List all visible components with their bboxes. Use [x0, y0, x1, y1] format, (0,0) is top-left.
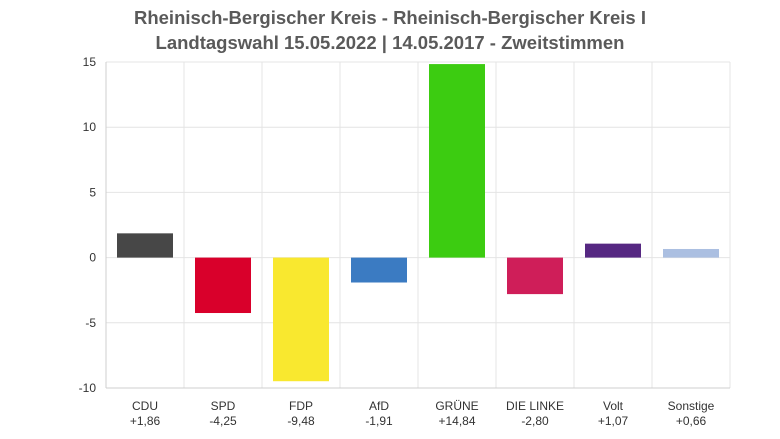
bar — [273, 257, 329, 382]
y-tick-label: 15 — [83, 55, 97, 69]
y-tick-label: 0 — [89, 251, 96, 265]
y-tick-label: -10 — [79, 381, 97, 395]
chart-subtitle: Landtagswahl 15.05.2022 | 14.05.2017 - Z… — [155, 32, 625, 53]
x-tick-label: DIE LINKE — [506, 399, 564, 413]
chart-title: Rheinisch-Bergischer Kreis - Rheinisch-B… — [133, 7, 646, 28]
bar — [585, 243, 641, 258]
data-label: +0,66 — [676, 414, 707, 428]
x-tick-label: GRÜNE — [435, 399, 478, 413]
data-label: -2,80 — [521, 414, 549, 428]
x-tick-label: SPD — [211, 399, 236, 413]
x-tick-label: CDU — [132, 399, 158, 413]
x-tick-label: Sonstige — [668, 399, 715, 413]
x-tick-label: FDP — [289, 399, 313, 413]
y-tick-label: 5 — [89, 185, 96, 199]
bar — [507, 257, 563, 295]
y-tick-label: 10 — [83, 120, 97, 134]
x-tick-label: AfD — [369, 399, 389, 413]
y-tick-label: -5 — [85, 316, 96, 330]
bar — [117, 233, 173, 258]
data-label: +14,84 — [438, 414, 475, 428]
bar — [429, 64, 485, 258]
data-label: +1,86 — [130, 414, 161, 428]
x-tick-label: Volt — [603, 399, 624, 413]
data-label: +1,07 — [598, 414, 629, 428]
bar — [351, 257, 407, 283]
bar — [195, 257, 251, 314]
data-label: -1,91 — [365, 414, 393, 428]
data-label: -9,48 — [287, 414, 315, 428]
data-label: -4,25 — [209, 414, 237, 428]
bar — [663, 248, 719, 258]
